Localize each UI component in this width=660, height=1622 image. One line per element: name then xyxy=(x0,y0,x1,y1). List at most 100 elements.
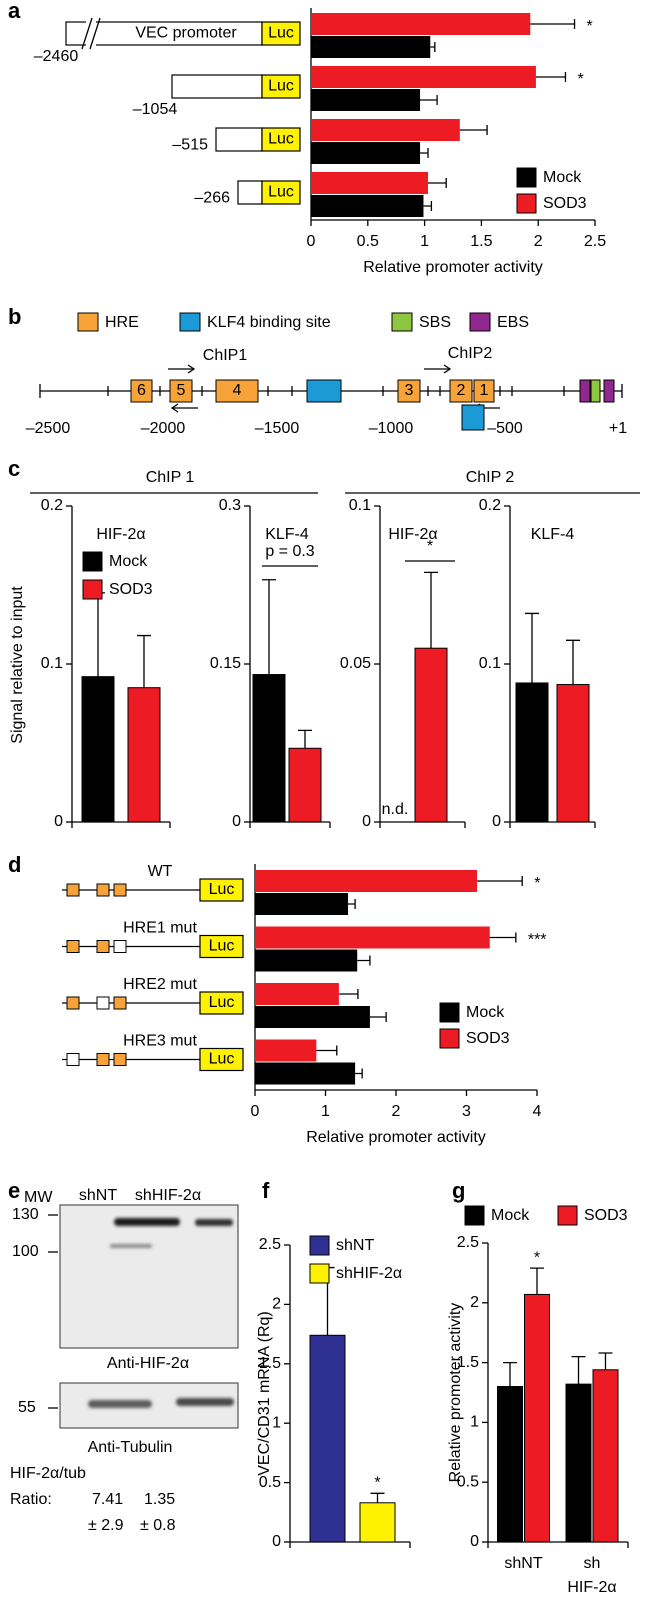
error-bar xyxy=(477,876,523,886)
error-bar xyxy=(338,989,359,999)
luc-box xyxy=(261,180,301,205)
bar xyxy=(556,684,590,823)
significance: * xyxy=(577,71,583,88)
error-bar xyxy=(566,639,580,685)
hre-box xyxy=(96,940,110,953)
mw-label: MW xyxy=(24,1189,53,1206)
legend-swatch xyxy=(179,312,201,332)
y-tick-label: 0.2 xyxy=(479,497,501,514)
legend-label: KLF4 binding site xyxy=(207,314,331,331)
hre-box xyxy=(215,379,259,403)
x-tick-label: 2 xyxy=(392,1103,401,1120)
y-tick-label: 0.05 xyxy=(340,655,371,672)
position-label: +1 xyxy=(609,420,627,437)
luc-label: Luc xyxy=(268,131,294,148)
chart-title: HIF-2α xyxy=(96,526,145,543)
significance: * xyxy=(534,875,540,892)
error-bar xyxy=(355,1068,363,1079)
error-bar xyxy=(369,1012,387,1022)
error-bar xyxy=(91,592,105,677)
legend-swatch xyxy=(309,1235,330,1256)
bar xyxy=(255,949,358,972)
legend-label: HRE xyxy=(105,314,139,331)
construct-label: VEC promoter xyxy=(135,25,237,42)
bar xyxy=(311,13,531,35)
hre-box xyxy=(66,940,80,953)
hre-box xyxy=(130,379,153,403)
bar xyxy=(127,687,161,823)
error-bar xyxy=(530,1267,544,1295)
legend-label: EBS xyxy=(497,314,529,331)
hre-box xyxy=(449,379,473,403)
bar xyxy=(288,747,322,823)
x-tick-label: sh xyxy=(584,1555,601,1572)
lane-label: shHIF-2α xyxy=(135,1187,201,1204)
legend-swatch xyxy=(439,1028,460,1049)
hre-box xyxy=(169,379,193,403)
axis-ticks xyxy=(71,822,171,828)
hre-box xyxy=(96,1053,110,1066)
x-tick-label: 1.5 xyxy=(470,233,492,250)
blot xyxy=(59,1204,239,1349)
bar xyxy=(414,647,448,823)
hre-box xyxy=(66,996,80,1010)
error-bar xyxy=(316,1045,338,1056)
hre-label: 2 xyxy=(457,382,466,399)
bar xyxy=(81,676,115,823)
band xyxy=(195,1219,233,1226)
construct-start: –515 xyxy=(172,137,208,154)
y-axis-label: VEC/CD31 mRNA (Rq) xyxy=(256,1311,273,1475)
ratio-value: 1.35 xyxy=(144,1491,175,1508)
bar xyxy=(252,674,286,823)
error-bar xyxy=(503,1361,517,1387)
luc-box xyxy=(199,991,244,1015)
bar xyxy=(255,1039,317,1062)
position-label: –500 xyxy=(487,420,523,437)
luc-box xyxy=(261,21,301,46)
ratio-error: ± 0.8 xyxy=(140,1517,176,1534)
hre-box xyxy=(96,996,110,1010)
y-tick-label: 1.5 xyxy=(457,1354,479,1371)
bar xyxy=(524,1293,550,1543)
x-tick-label: shNT xyxy=(504,1555,542,1572)
panel-letter: f xyxy=(262,1178,270,1203)
x-tick-label: 0 xyxy=(251,1103,260,1120)
x-tick-label: 4 xyxy=(533,1103,542,1120)
error-bar xyxy=(298,729,312,749)
y-tick-label: 2 xyxy=(470,1294,479,1311)
legend-label: SBS xyxy=(419,314,451,331)
x-tick-label: 1 xyxy=(321,1103,330,1120)
construct-start: –266 xyxy=(194,190,230,207)
y-tick-label: 2 xyxy=(272,1296,281,1313)
luc-label: Luc xyxy=(268,78,294,95)
x-tick-label: 1 xyxy=(420,233,429,250)
blot-label: Anti-HIF-2α xyxy=(107,1355,189,1372)
y-tick-label: 0.5 xyxy=(457,1473,479,1490)
bar xyxy=(255,893,349,915)
band xyxy=(110,1244,152,1248)
y-tick-label: 1 xyxy=(272,1414,281,1431)
primer-label: ChIP1 xyxy=(203,347,248,364)
bar xyxy=(565,1383,592,1543)
break-gap xyxy=(86,20,96,47)
legend-swatch xyxy=(77,312,99,332)
error-bar xyxy=(428,178,447,188)
bar xyxy=(359,1502,396,1543)
bar xyxy=(311,195,424,217)
bar xyxy=(497,1386,523,1543)
error-bar xyxy=(535,72,567,82)
primer-arrow xyxy=(170,403,198,413)
bar xyxy=(255,1062,356,1085)
break-mark xyxy=(81,17,101,50)
construct-name: HRE2 mut xyxy=(123,976,197,993)
luc-box xyxy=(199,878,244,902)
y-tick-label: 0.15 xyxy=(210,655,241,672)
y-tick-label: 1 xyxy=(470,1414,479,1431)
bar xyxy=(592,1369,619,1543)
luc-label: Luc xyxy=(209,1051,235,1068)
panel-letter: g xyxy=(452,1178,465,1203)
x-tick-label: 2.5 xyxy=(584,233,606,250)
luc-box xyxy=(199,934,244,959)
y-tick-label: 0.2 xyxy=(41,497,63,514)
western-blot: MW shNT shHIF-2α 130 100 Anti-HIF-2α 55 … xyxy=(10,1187,239,1534)
